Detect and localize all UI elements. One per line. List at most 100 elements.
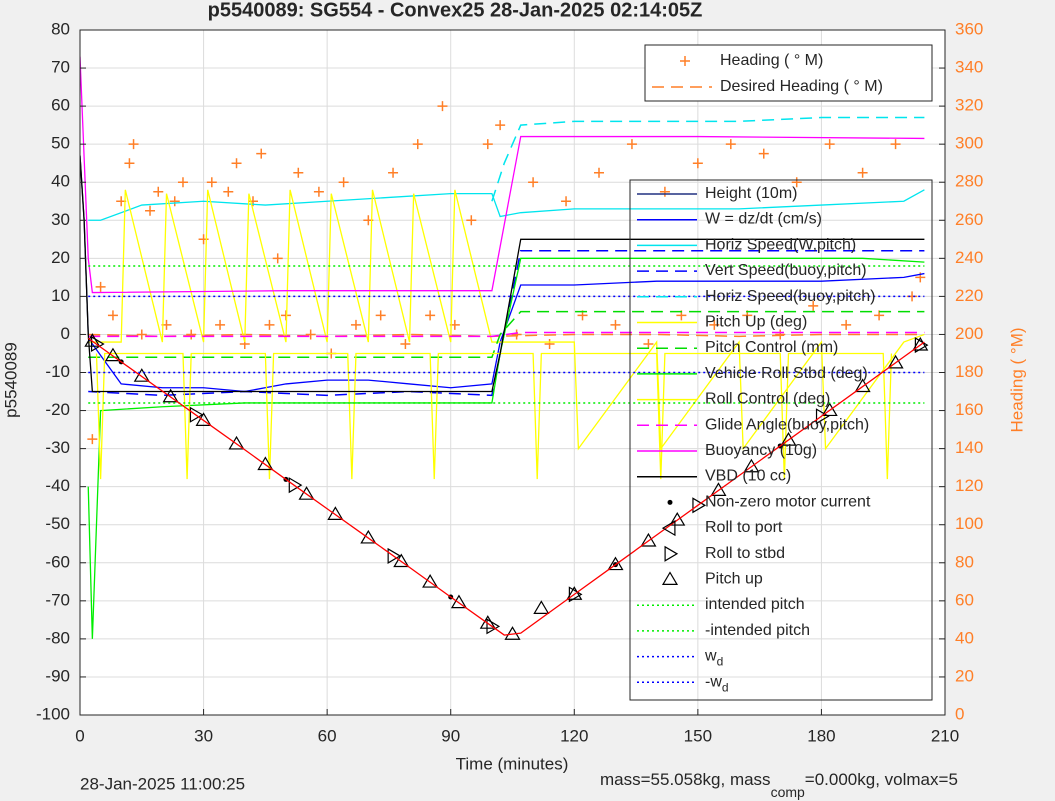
triangle-marker xyxy=(664,545,679,562)
legend-label: Roll to stbd xyxy=(705,545,785,562)
legend-text: Desired Heading ( ° M) xyxy=(720,78,883,95)
footer-mass-end: =0.000kg, volmax=5 xyxy=(805,770,958,789)
y2-tick-label: 260 xyxy=(955,210,983,229)
x-tick-label: 60 xyxy=(318,726,337,745)
triangle-marker xyxy=(815,408,830,425)
y-tick-label: 70 xyxy=(51,58,70,77)
legend-text: Vert Speed(buoy,pitch) xyxy=(705,262,867,279)
heading-marker xyxy=(466,215,477,226)
y2-tick-label: 200 xyxy=(955,324,983,343)
y2-tick-label: 0 xyxy=(955,704,964,723)
legend-text: Glide Angle(buoy,pitch) xyxy=(705,417,869,434)
triangle-marker xyxy=(422,574,439,588)
legend-label: Roll Control (deg) xyxy=(705,391,830,408)
triangle-marker xyxy=(393,553,410,568)
triangle-marker xyxy=(189,406,204,423)
heading-marker xyxy=(791,177,802,188)
y-tick-label: -10 xyxy=(45,362,70,381)
heading-marker xyxy=(231,158,242,169)
heading-marker xyxy=(561,196,572,207)
legend-sub: d xyxy=(717,655,724,669)
legend-main xyxy=(629,179,933,701)
legend-text: Pitch up xyxy=(705,571,763,588)
heading-marker xyxy=(626,139,637,150)
heading-marker xyxy=(256,148,267,159)
legend-label: Pitch Control (mm) xyxy=(705,339,838,356)
legend-label: Roll to port xyxy=(705,519,783,536)
legend-label: Non-zero motor current xyxy=(705,494,871,511)
axes: 0 30 60 90 120 150 180 210-100-90-80-70-60-50-4… xyxy=(36,19,983,745)
heading-marker xyxy=(153,186,164,197)
heading-marker xyxy=(528,177,539,188)
heading-marker xyxy=(313,186,324,197)
heading-marker xyxy=(808,300,819,311)
triangle-marker xyxy=(887,354,904,369)
heading-marker xyxy=(107,310,118,321)
triangle-marker xyxy=(692,497,707,514)
series-line xyxy=(491,116,925,202)
series-line xyxy=(87,257,925,639)
heading-marker xyxy=(186,329,197,340)
x-tick-label: 30 xyxy=(194,726,213,745)
plot xyxy=(80,56,929,640)
heading-marker xyxy=(857,167,868,178)
legend-text: -w xyxy=(705,674,722,691)
legend-label: Pitch up xyxy=(705,571,763,588)
triangle-marker xyxy=(568,586,583,603)
footer-mass-text: mass=55.058kg, mass xyxy=(600,770,771,789)
x-tick-label: 150 xyxy=(684,726,712,745)
y2-tick-label: 240 xyxy=(955,248,983,267)
heading-marker xyxy=(680,56,690,66)
heading-marker xyxy=(610,319,621,330)
y2-tick-label: 60 xyxy=(955,590,974,609)
y-tick-label: -50 xyxy=(45,514,70,533)
heading-marker xyxy=(775,329,786,340)
y-tick-label: 30 xyxy=(51,210,70,229)
legend-text: Buoyancy (10g) xyxy=(705,442,817,459)
triangle-marker xyxy=(195,412,212,426)
legend-label: Glide Angle(buoy,pitch) xyxy=(705,417,869,434)
heading-marker xyxy=(305,329,316,340)
legend-text: VBD (10 cc) xyxy=(705,468,791,485)
heading-marker xyxy=(824,139,835,150)
heading-marker xyxy=(87,434,98,445)
triangle-marker xyxy=(821,402,838,417)
y2-tick-label: 360 xyxy=(955,19,983,38)
y2-tick-label: 20 xyxy=(955,666,974,685)
y2-tick-label: 100 xyxy=(955,514,983,533)
footer-mass: mass=55.058kg, masscomp=0.000kg, volmax=… xyxy=(600,770,958,799)
y2-tick-label: 160 xyxy=(955,400,983,419)
y2-tick-label: 340 xyxy=(955,58,983,77)
y-tick-label: 0 xyxy=(61,324,70,343)
heading-marker xyxy=(169,196,180,207)
x-axis-label: Time (minutes) xyxy=(456,754,569,773)
triangle-marker xyxy=(669,511,686,526)
legend-sub: d xyxy=(722,680,729,694)
footer-date: 28-Jan-2025 11:00:25 xyxy=(80,774,245,793)
heading-marker xyxy=(338,177,349,188)
triangle-marker xyxy=(228,435,245,450)
y2-tick-label: 300 xyxy=(955,134,983,153)
y2-tick-label: 120 xyxy=(955,476,983,495)
legend-label: Horiz Speed(buoy,pitch) xyxy=(705,288,875,305)
legend-label: -wd xyxy=(705,674,729,695)
y-tick-label: 60 xyxy=(51,96,70,115)
legend-label: Heading ( ° M) xyxy=(720,52,823,69)
heading-marker xyxy=(388,167,399,178)
triangle-marker xyxy=(914,337,929,354)
heading-marker xyxy=(272,253,283,264)
triangle-marker xyxy=(387,547,402,564)
triangle-marker xyxy=(566,586,583,600)
heading-marker xyxy=(659,186,670,197)
heading-marker xyxy=(400,338,411,349)
heading-marker xyxy=(758,148,769,159)
y-tick-label: -70 xyxy=(45,590,70,609)
footer-mass-sub: comp xyxy=(771,784,805,800)
heading-marker xyxy=(841,319,852,330)
y-axis-label: p5540089 xyxy=(1,342,20,418)
legend-text: w xyxy=(704,648,717,665)
triangle-marker xyxy=(912,336,929,351)
series-line xyxy=(88,189,925,221)
legend-heading xyxy=(644,44,933,102)
legend-text: Roll to port xyxy=(705,519,783,536)
